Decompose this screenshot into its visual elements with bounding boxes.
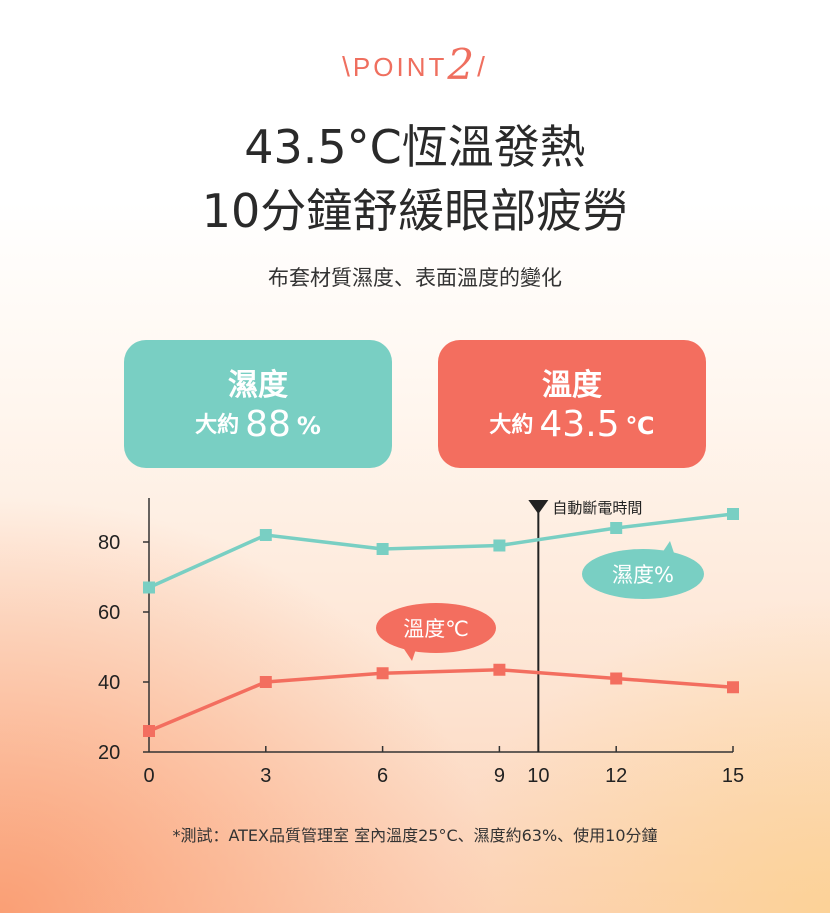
x-tick-label: 15	[722, 765, 744, 787]
humidity-card-value: 88	[245, 404, 291, 445]
y-tick-label: 60	[98, 602, 120, 624]
temperature-point	[610, 672, 623, 685]
humidity-point	[376, 543, 389, 555]
point-heading: \POINT2/	[342, 40, 488, 89]
temperature-point	[493, 663, 506, 676]
title-line-1: 43.5°C恆溫發熱	[244, 120, 586, 174]
temperature-point	[259, 676, 272, 688]
temperature-point	[727, 681, 739, 694]
temperature-card-label: 溫度	[542, 368, 602, 403]
y-tick-label: 80	[98, 532, 120, 554]
humidity-card: 濕度 大約 88%	[124, 340, 392, 468]
y-tick-label: 40	[98, 672, 120, 694]
x-tick-label: 6	[377, 765, 388, 787]
temperature-point	[143, 725, 155, 737]
humidity-card-prefix: 大約	[195, 413, 240, 438]
humidity-line	[148, 512, 734, 590]
x-tick-label: 0	[143, 765, 154, 787]
x-tick-label: 12	[605, 765, 627, 787]
temperature-line	[148, 667, 734, 733]
temperature-card-unit: ℃	[625, 412, 655, 440]
svg-text:濕度%: 濕度%	[612, 563, 674, 587]
temperature-series-label: 溫度℃	[376, 603, 496, 661]
subtitle: 布套材質濕度、表面溫度的變化	[268, 266, 562, 290]
title-line-2: 10分鐘舒緩眼部疲勞	[201, 184, 629, 238]
humidity-point	[493, 539, 506, 552]
svg-text:溫度℃: 溫度℃	[403, 617, 469, 641]
point-text: POINT	[352, 52, 448, 82]
auto-off-label: 自動斷電時間	[552, 499, 642, 517]
footnote: *測試：ATEX品質管理室 室內溫度25°C、濕度約63%、使用10分鐘	[172, 826, 658, 845]
humidity-card-label: 濕度	[228, 368, 288, 403]
point-number: 2	[447, 40, 478, 89]
temperature-card-value: 43.5	[539, 404, 620, 445]
temperature-card: 溫度 大約 43.5 ℃	[438, 340, 706, 468]
x-tick-label: 9	[494, 765, 505, 787]
humidity-series-label: 濕度%	[582, 541, 704, 599]
x-tick-label: 10	[527, 765, 549, 787]
auto-off-triangle	[528, 500, 549, 514]
temperature-card-prefix: 大約	[489, 413, 534, 438]
temperature-point	[376, 667, 389, 680]
x-tick-label: 3	[260, 765, 271, 787]
y-tick-label: 20	[98, 742, 120, 764]
humidity-point	[727, 508, 739, 520]
humidity-point	[143, 581, 155, 594]
humidity-point	[259, 529, 272, 541]
humidity-point	[610, 522, 623, 534]
humidity-card-unit: %	[296, 412, 321, 440]
